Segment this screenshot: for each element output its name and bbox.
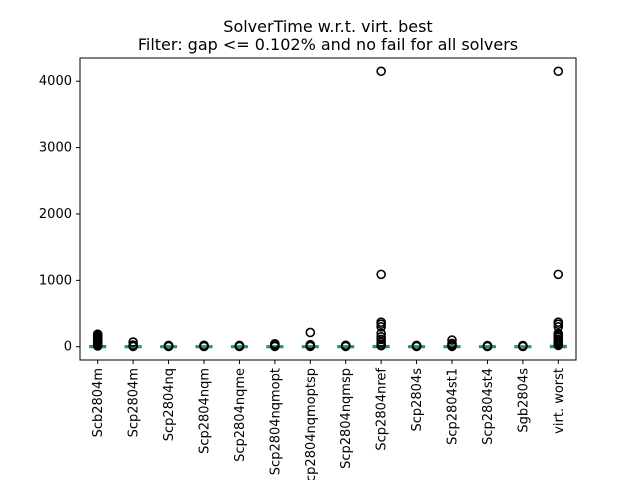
x-tick-label: Scp2804nqmopt: [268, 368, 283, 475]
chart-subtitle: Filter: gap <= 0.102% and no fail for al…: [138, 35, 518, 54]
x-tick-label: Scp2804st1: [446, 368, 461, 445]
x-tick-label: virt. worst: [552, 368, 567, 434]
outlier-point: [482, 340, 493, 351]
axes-frame: [79, 57, 577, 361]
x-tick-label: Scp2804st4: [481, 368, 496, 445]
x-tick-label: Scp2804nqmsp: [339, 368, 354, 469]
x-tick-label: Scb2804m: [91, 368, 106, 437]
outlier-point: [92, 329, 103, 339]
outlier-point: [376, 66, 386, 77]
outlier-point: [340, 340, 351, 351]
outlier-point: [447, 335, 457, 345]
outlier-point: [447, 338, 457, 349]
outlier-point: [376, 322, 386, 332]
outlier-point: [270, 338, 280, 349]
x-tick-label: Scp2804nqmoptsp: [304, 368, 319, 480]
y-tick-label: 1000: [39, 273, 72, 288]
x-tick-label: Sgb2804s: [516, 368, 531, 433]
x-tick-label: Scp2804s: [410, 368, 425, 432]
y-tick-label: 3000: [39, 141, 72, 156]
outlier-point: [234, 340, 245, 351]
outlier-point: [163, 340, 174, 351]
outlier-point: [518, 340, 528, 351]
outlier-point: [553, 269, 564, 280]
outlier-point: [376, 331, 386, 342]
outlier-point: [376, 269, 386, 280]
outlier-point: [553, 328, 564, 339]
chart-title: SolverTime w.r.t. virt. best: [223, 17, 432, 36]
x-tick-label: Scp2804nqm: [198, 368, 213, 454]
outlier-point: [553, 317, 564, 327]
outlier-point: [553, 322, 564, 332]
outlier-point: [199, 340, 209, 351]
outlier-point: [376, 334, 386, 345]
outlier-point: [128, 337, 138, 347]
outlier-point: [305, 327, 316, 338]
x-tick-label: Scp2804nqme: [233, 368, 248, 462]
x-tick-label: Scp2804nref: [375, 368, 390, 451]
y-tick-label: 4000: [39, 74, 72, 89]
outlier-point: [128, 340, 138, 350]
outlier-point: [376, 317, 386, 327]
y-tick-label: 0: [64, 340, 72, 355]
y-tick-label: 2000: [39, 207, 72, 222]
plot-area: 0 1000 2000 3000 4000 Scb2804m Scp2804m Scp2804…: [39, 66, 567, 480]
outlier-point: [553, 66, 564, 77]
outlier-point: [376, 328, 386, 339]
outlier-point: [411, 340, 422, 351]
x-tick-label: Scp2804m: [127, 368, 142, 437]
outlier-point: [305, 339, 316, 350]
x-tick-label: Scp2804nq: [162, 368, 177, 441]
